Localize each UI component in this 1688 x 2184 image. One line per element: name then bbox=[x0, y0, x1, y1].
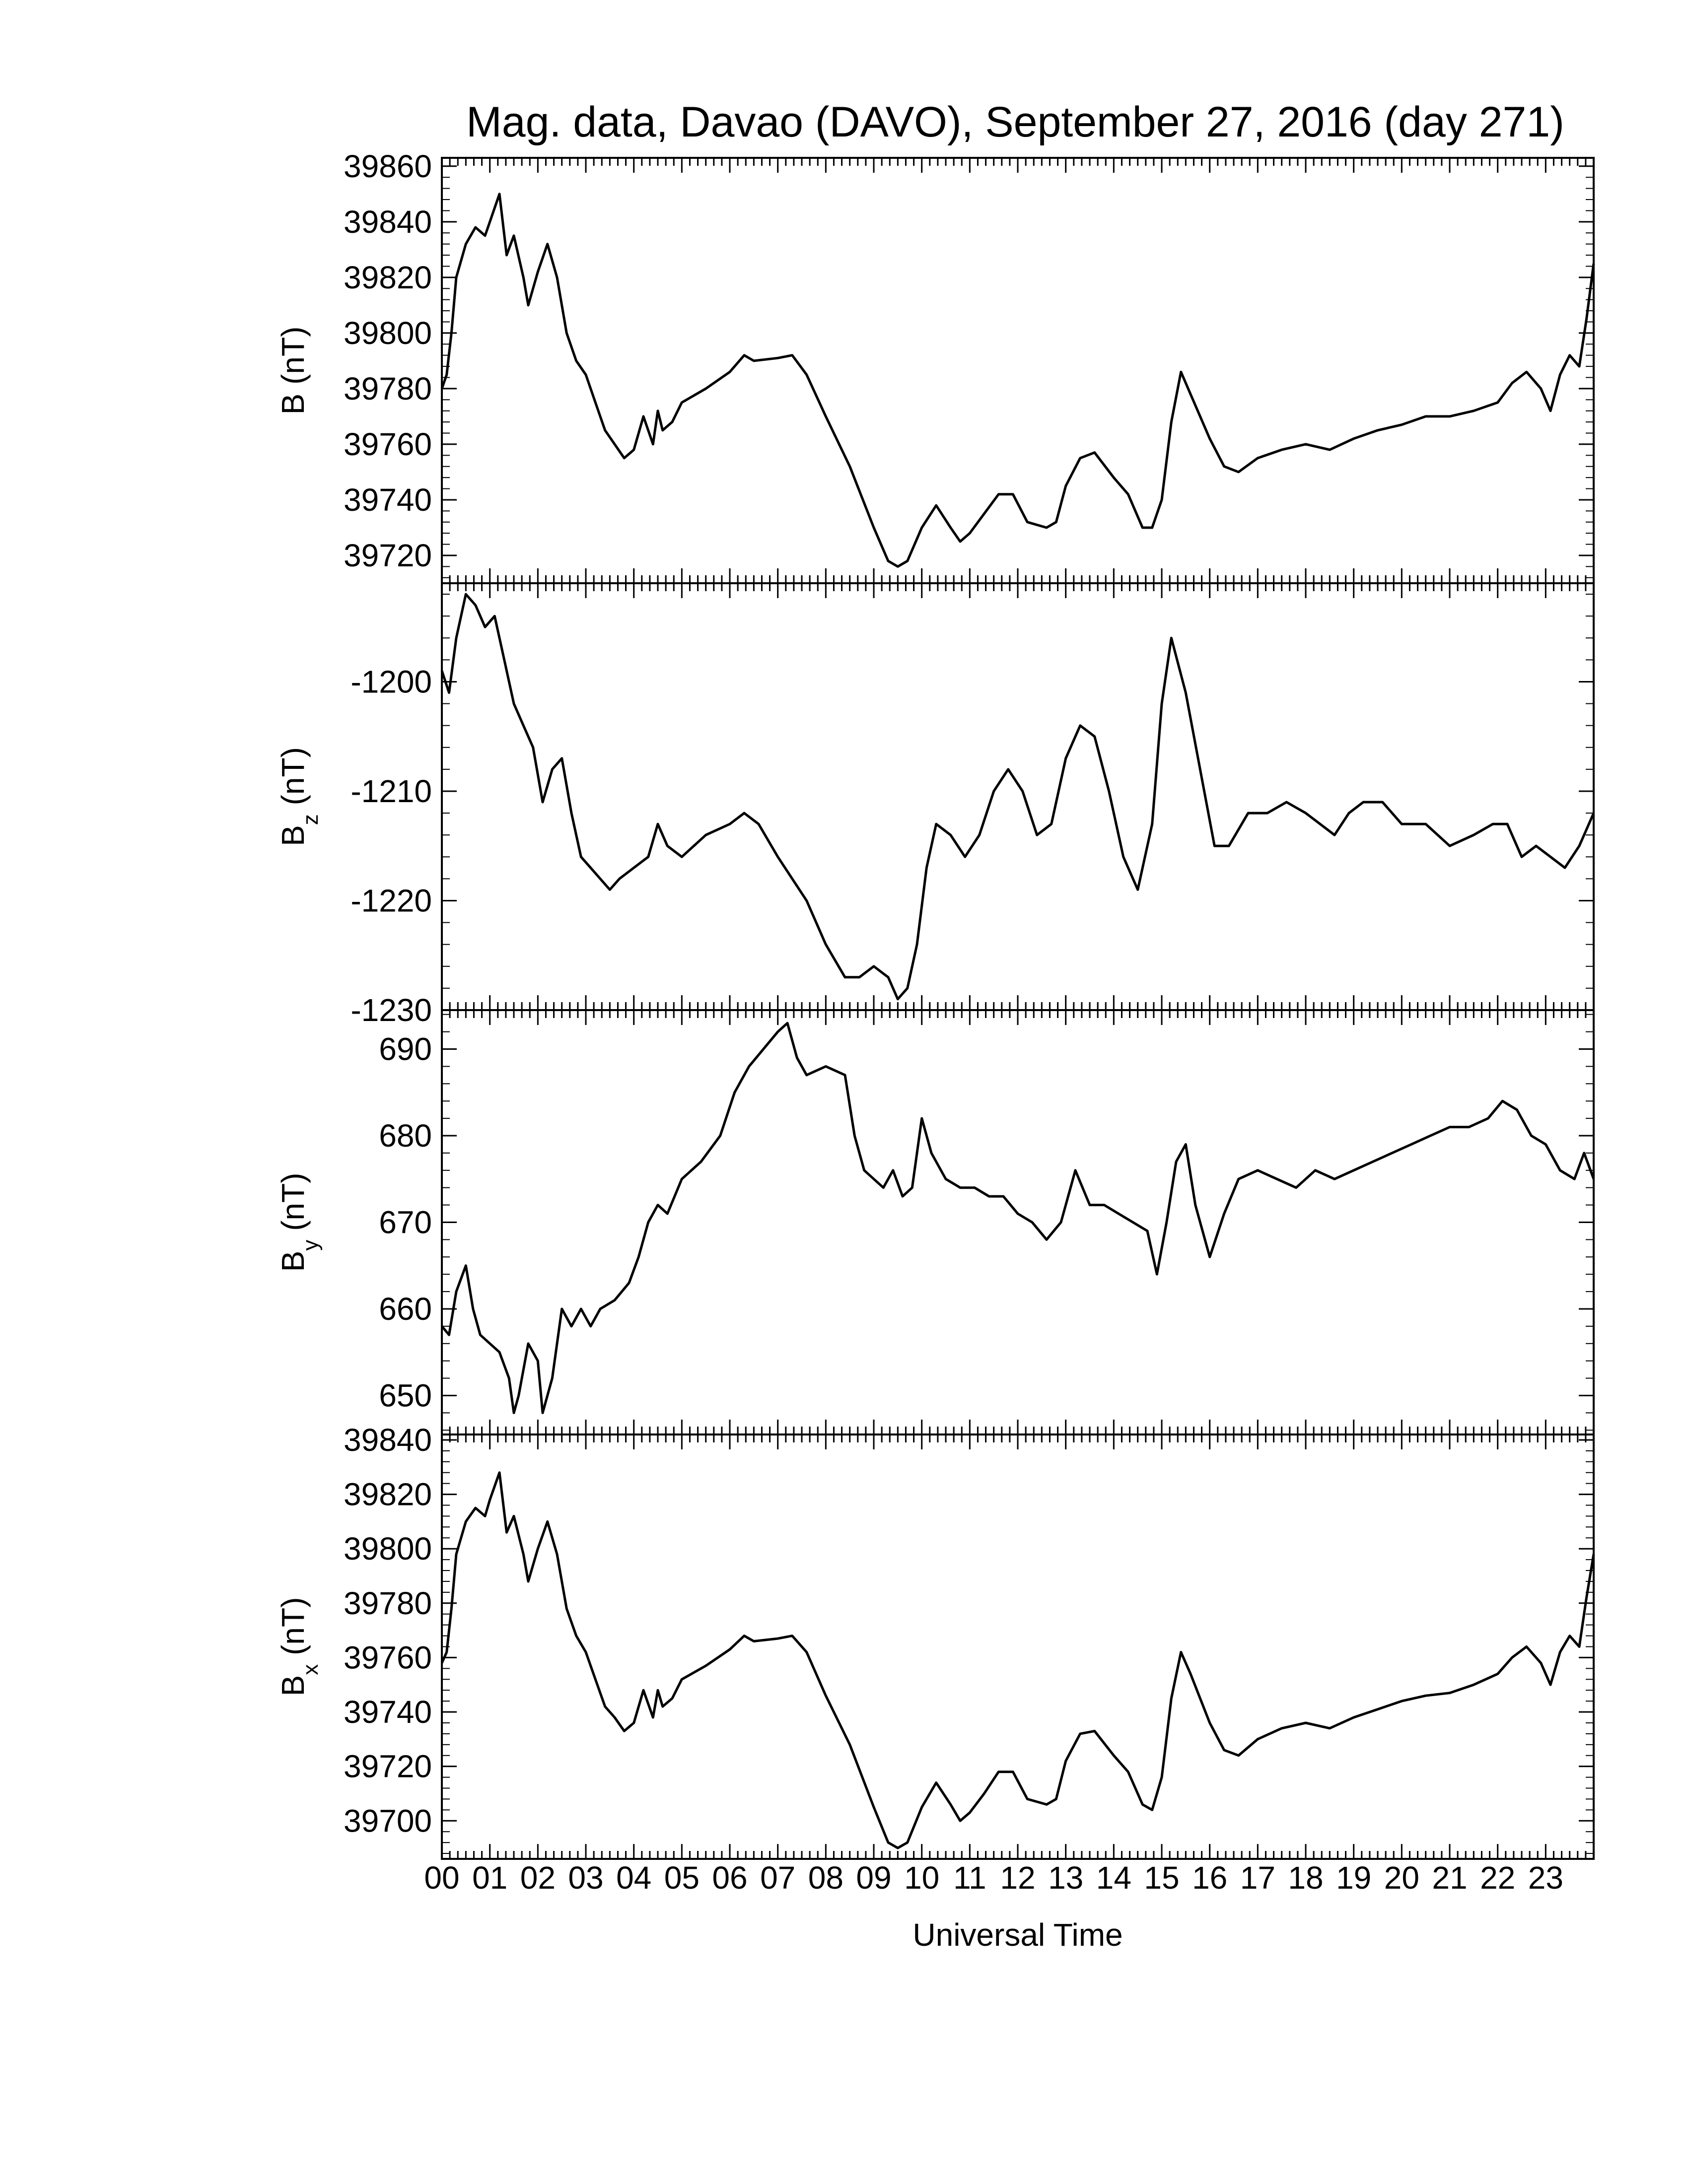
y-tick-label: 39760 bbox=[344, 426, 432, 462]
x-tick-label: 11 bbox=[953, 1860, 986, 1896]
x-tick-label: 16 bbox=[1192, 1860, 1227, 1896]
panel-bx: 39700 39720 39740 39760 39780 39800 39820 39840… bbox=[275, 1422, 1595, 1860]
x-tick-label: 13 bbox=[1048, 1860, 1083, 1896]
y-tick-label: 670 bbox=[379, 1205, 432, 1240]
chart-title: Mag. data, Davao (DAVO), September 27, 2… bbox=[466, 98, 1564, 146]
y-tick-label: 39740 bbox=[344, 1694, 432, 1730]
y-tick-label: 39720 bbox=[344, 538, 432, 573]
x-tick-label: 09 bbox=[856, 1860, 891, 1896]
y-axis-label: Bz (nT) bbox=[275, 747, 323, 846]
panel-bz: -1230 -1220 -1210 -1200 Bz (nT) bbox=[275, 582, 1595, 1028]
panel-frame bbox=[441, 1009, 1595, 1435]
y-tick-label: 39840 bbox=[344, 1422, 432, 1458]
panel-frame bbox=[441, 582, 1595, 1011]
y-tick-label: 39800 bbox=[344, 315, 432, 351]
y-tick-label: 39840 bbox=[344, 204, 432, 240]
x-tick-label: 23 bbox=[1528, 1860, 1563, 1896]
y-tick-label: 39780 bbox=[344, 1585, 432, 1621]
y-tick-label: -1230 bbox=[351, 992, 432, 1028]
x-tick-label: 17 bbox=[1240, 1860, 1275, 1896]
x-axis-label: Universal Time bbox=[913, 1917, 1123, 1953]
x-tick-label: 12 bbox=[1000, 1860, 1035, 1896]
x-tick-label: 04 bbox=[616, 1860, 651, 1896]
panel-frame bbox=[441, 157, 1595, 584]
x-tick-label: 20 bbox=[1384, 1860, 1419, 1896]
y-tick-label: 690 bbox=[379, 1031, 432, 1067]
series-line bbox=[440, 593, 1595, 1001]
y-tick-label: 39820 bbox=[344, 1477, 432, 1512]
y-tick-label: 650 bbox=[379, 1377, 432, 1413]
x-tick-label: 21 bbox=[1432, 1860, 1467, 1896]
y-tick-label: -1210 bbox=[351, 773, 432, 809]
y-tick-label: 39720 bbox=[344, 1749, 432, 1784]
y-axis-label: Bx (nT) bbox=[275, 1597, 323, 1697]
y-tick-label: 680 bbox=[379, 1118, 432, 1154]
y-tick-label: 660 bbox=[379, 1291, 432, 1327]
y-tick-label: 39740 bbox=[344, 482, 432, 518]
y-tick-label: 39860 bbox=[344, 148, 432, 184]
y-axis-label: B (nT) bbox=[275, 327, 311, 415]
y-tick-label: -1220 bbox=[351, 883, 432, 918]
panels-group: 39720 39740 39760 39780 39800 39820 39840 39860… bbox=[275, 148, 1595, 1860]
y-tick-label: 39800 bbox=[344, 1531, 432, 1567]
x-tick-label: 03 bbox=[568, 1860, 603, 1896]
x-tick-label: 05 bbox=[664, 1860, 700, 1896]
x-tick-label: 00 bbox=[424, 1860, 459, 1896]
x-tick-label: 06 bbox=[712, 1860, 747, 1896]
series-line bbox=[441, 1022, 1595, 1414]
x-tick-label: 02 bbox=[520, 1860, 556, 1896]
y-tick-label: -1200 bbox=[351, 664, 432, 699]
y-tick-label: 39760 bbox=[344, 1639, 432, 1675]
panel-frame bbox=[441, 1433, 1595, 1860]
x-tick-label: 19 bbox=[1336, 1860, 1371, 1896]
y-tick-label: 39700 bbox=[344, 1803, 432, 1839]
panel-by: 650 660 670 680 690 By (nT) bbox=[275, 1009, 1595, 1435]
x-tick-label: 22 bbox=[1480, 1860, 1515, 1896]
panel-b-total: 39720 39740 39760 39780 39800 39820 39840 39860… bbox=[275, 148, 1595, 584]
x-tick-label: 07 bbox=[760, 1860, 795, 1896]
x-tick-label: 14 bbox=[1096, 1860, 1131, 1896]
x-tick-label: 08 bbox=[808, 1860, 844, 1896]
y-tick-label: 39780 bbox=[344, 371, 432, 407]
x-tick-label: 15 bbox=[1144, 1860, 1179, 1896]
x-tick-labels: 00 01 02 03 04 05 06 07 08 09 10 11 12 13 14 15 16 17 18 19… bbox=[424, 1860, 1563, 1896]
x-tick-label: 18 bbox=[1288, 1860, 1323, 1896]
series-line bbox=[440, 1471, 1595, 1849]
series-line bbox=[440, 193, 1595, 568]
x-tick-label: 01 bbox=[472, 1860, 507, 1896]
y-tick-label: 39820 bbox=[344, 260, 432, 295]
x-tick-label: 10 bbox=[904, 1860, 939, 1896]
y-axis-label: By (nT) bbox=[275, 1173, 323, 1272]
